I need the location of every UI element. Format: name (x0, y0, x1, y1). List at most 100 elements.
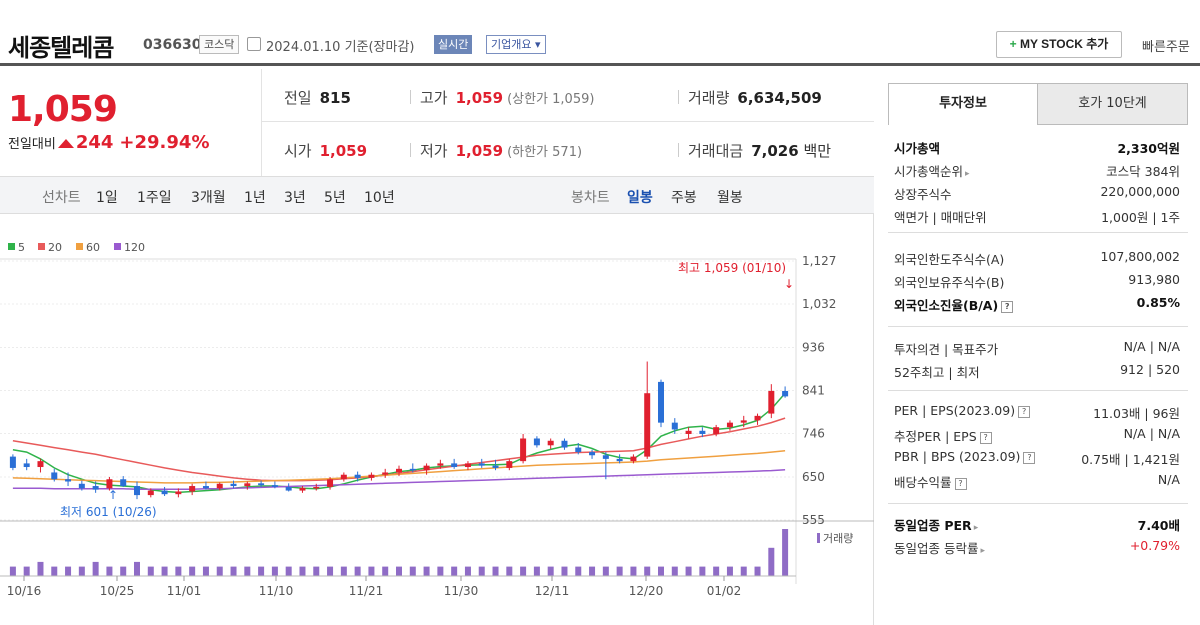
volume-legend-label: 거래량 (823, 532, 853, 545)
x-tick-label: 11/30 (444, 584, 479, 598)
divider (678, 143, 679, 157)
volume-bar (561, 566, 568, 576)
info-row-label[interactable]: 시가총액순위 ▸ (894, 164, 970, 179)
candle-body (492, 465, 499, 468)
x-tick-label: 11/21 (349, 584, 384, 598)
volume-bar (492, 566, 499, 576)
period-3y[interactable]: 3년 (284, 190, 306, 206)
candle-body (23, 463, 30, 468)
info-row-value: 912 | 520 (1120, 362, 1180, 377)
legend-label-ma5: 5 (18, 241, 25, 254)
volume-value: 6,634,509 (737, 89, 822, 107)
x-tick-label: 10/16 (7, 584, 42, 598)
candle-body (37, 461, 44, 468)
high-price-arrow: ↓ (784, 277, 794, 291)
base-date: 2024.01.10 기준(장마감) (266, 40, 415, 55)
volume-bar (382, 566, 389, 576)
upper-limit: (상한가 1,059) (507, 92, 595, 107)
info-row-label: 외국인소진율(B/A)? (894, 295, 1014, 314)
candle-body (409, 468, 416, 471)
candle-body (106, 479, 113, 489)
candle-body (575, 447, 582, 453)
help-icon[interactable]: ? (954, 478, 967, 490)
period-1d[interactable]: 1일 (96, 190, 118, 206)
help-icon[interactable]: ? (1023, 452, 1036, 464)
volume-bar (120, 566, 127, 576)
candle-body (147, 490, 154, 496)
volume-bar (189, 566, 196, 576)
candle-body (740, 420, 747, 423)
candle-weekly[interactable]: 주봉 (671, 190, 697, 206)
prev-close-value: 815 (319, 89, 351, 107)
info-row-label: 외국인보유주식수(B) (894, 275, 1005, 290)
volume-bar (740, 566, 747, 576)
tab-investment-info[interactable]: 투자정보 (888, 83, 1038, 125)
day-low-label: 저가 (420, 142, 448, 160)
x-tick-label: 12/11 (535, 584, 570, 598)
divider (410, 143, 411, 157)
period-3m[interactable]: 3개월 (191, 190, 226, 206)
volume-bar (368, 566, 375, 576)
candle-body (230, 483, 237, 487)
company-overview-button[interactable]: 기업개요 ▾ (486, 35, 546, 54)
info-row: 투자의견 | 목표주가 N/A | N/A (894, 339, 1180, 359)
volume-bar (37, 561, 44, 576)
info-row-value: 7.40배 (1137, 518, 1180, 533)
realtime-button[interactable]: 실시간 (434, 35, 473, 54)
candle-body (658, 381, 664, 423)
candle-body (244, 483, 251, 487)
quick-order-button[interactable]: 빠른주문 (1142, 36, 1190, 55)
divider (678, 90, 679, 104)
volume-bar (258, 566, 265, 576)
candle-body (451, 463, 458, 468)
info-row: PER | EPS(2023.09)? 11.03배 | 96원 (894, 403, 1180, 423)
day-low: 저가 1,059 (하한가 571) (420, 140, 582, 161)
info-row-value: +0.79% (1129, 538, 1180, 553)
volume-bar (216, 566, 223, 576)
candle-monthly[interactable]: 월봉 (717, 190, 743, 206)
candle-body (602, 455, 609, 459)
volume-bar (699, 566, 706, 576)
period-1w[interactable]: 1주일 (137, 190, 172, 206)
info-row-label[interactable]: 동일업종 등락률 ▸ (894, 541, 986, 556)
day-low-value: 1,059 (455, 142, 504, 160)
help-icon[interactable]: ? (979, 432, 992, 444)
price-summary: 전일 815 고가 1,059 (상한가 1,059) 거래량 6,634,509 시가… (262, 69, 874, 176)
legend-swatch-ma120 (114, 243, 121, 250)
info-row: 외국인소진율(B/A)? 0.85% (894, 295, 1180, 315)
info-row: 배당수익률? N/A (894, 472, 1180, 492)
candle-body (506, 461, 513, 468)
volume-bar (134, 561, 140, 576)
info-row: 외국인한도주식수(A) 107,800,002 (894, 249, 1180, 269)
period-1y[interactable]: 1년 (244, 190, 266, 206)
volume-bar (726, 566, 733, 576)
help-icon[interactable]: ? (1018, 406, 1031, 418)
add-my-stock-button[interactable]: + MY STOCK 추가 (996, 31, 1122, 58)
volume-bar (630, 566, 637, 576)
volume-bar (161, 566, 168, 576)
candle-body (768, 390, 775, 414)
panel-divider (888, 503, 1188, 504)
stock-name: 세종텔레콤 (8, 34, 114, 62)
candle-body (699, 430, 706, 434)
info-row-value: 11.03배 | 96원 (1093, 406, 1180, 421)
volume-bar (671, 566, 678, 576)
x-tick-label: 11/01 (167, 584, 202, 598)
period-bar: 선차트 1일 1주일 3개월 1년 3년 5년 10년 봉차트 일봉 주봉 월봉 (0, 176, 874, 214)
candle-body (547, 440, 554, 446)
info-row-label: PER | EPS(2023.09)? (894, 403, 1031, 418)
info-row-value: N/A | N/A (1123, 426, 1180, 441)
chevron-right-icon: ▸ (973, 523, 979, 533)
volume-bar (437, 566, 444, 576)
legend-label-ma20: 20 (48, 241, 62, 254)
tab-order-book[interactable]: 호가 10단계 (1038, 83, 1188, 125)
candle-body (258, 483, 265, 486)
trade-amount-label: 거래대금 (688, 142, 744, 160)
period-10y[interactable]: 10년 (364, 190, 395, 206)
candle-daily[interactable]: 일봉 (627, 190, 653, 206)
help-icon[interactable]: ? (1001, 301, 1014, 313)
candle-body (216, 483, 223, 489)
info-row-label[interactable]: 동일업종 PER ▸ (894, 518, 979, 533)
period-5y[interactable]: 5년 (324, 190, 346, 206)
volume-bar (106, 566, 113, 576)
